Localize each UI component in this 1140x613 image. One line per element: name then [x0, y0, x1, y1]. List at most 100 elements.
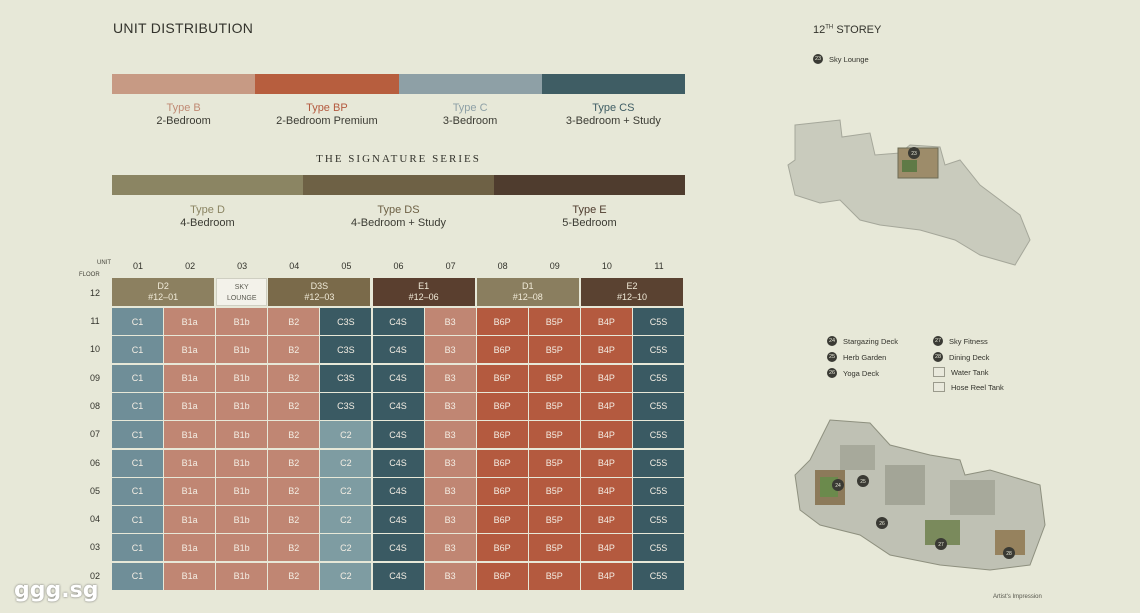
block-line2: #12–10: [616, 292, 647, 302]
column-header: 08: [497, 261, 508, 271]
unit-cell: B2: [268, 534, 320, 562]
unit-cell: B6P: [476, 534, 528, 562]
unit-cell: C4S: [372, 562, 424, 590]
unit-cell: B5P: [528, 308, 580, 335]
key-label: Stargazing Deck: [843, 336, 899, 346]
unit-cell: B5P: [528, 506, 580, 534]
unit-cell: C1: [112, 421, 163, 449]
svg-text:27: 27: [938, 542, 944, 548]
type-legend-2: Type D 4-Bedroom Type DS 4-Bedroom + Stu…: [112, 204, 685, 230]
box-swatch-icon: [933, 367, 945, 377]
unit-cell: C2: [320, 534, 372, 562]
unit-cell: B1a: [164, 449, 216, 477]
unit-cell: C1: [112, 506, 163, 534]
unit-cell: C1: [112, 364, 163, 392]
unit-cell: C2: [320, 449, 372, 477]
facility-key: 24 Stargazing Deck: [827, 336, 898, 346]
unit-cell: B2: [268, 506, 320, 534]
unit-cell: C2: [320, 421, 372, 449]
legend-box-key: Hose Reel Tank: [933, 382, 1004, 392]
unit-cell: B3: [424, 392, 476, 420]
unit-cell: B5P: [528, 364, 580, 392]
type-ds-swatch: [303, 175, 494, 195]
unit-cell: C1: [112, 534, 163, 562]
block-line2: LOUNGE: [226, 295, 257, 302]
unit-cell: C2: [320, 477, 372, 505]
marker-28-icon: [1003, 547, 1015, 559]
row-header: 07: [89, 429, 100, 440]
column-header: 05: [341, 261, 352, 271]
floor12-block: SKY LOUNGE: [216, 278, 268, 306]
key-label: Water Tank: [951, 367, 989, 377]
row-header: 08: [89, 400, 100, 411]
unit-axis-label: UNIT: [97, 260, 111, 266]
unit-cell: B3: [424, 308, 476, 335]
type-bp-swatch: [255, 74, 399, 94]
unit-cell: C1: [112, 308, 163, 335]
unit-cell: B6P: [476, 308, 528, 335]
unit-cell: C5S: [633, 534, 684, 562]
block-line2: #12–03: [304, 292, 335, 302]
unit-cell: B3: [424, 421, 476, 449]
facility-key: 27 Sky Fitness: [933, 336, 988, 346]
marker-26-icon: [876, 517, 888, 529]
marker-27-icon: [935, 538, 947, 550]
block-line1: E2: [626, 281, 638, 291]
unit-cell: C2: [320, 562, 372, 590]
unit-cell: B5P: [528, 336, 580, 364]
unit-cell: B5P: [528, 562, 580, 590]
facility-key: 25 Herb Garden: [827, 352, 886, 362]
unit-cell: B1a: [164, 392, 216, 420]
storey-suffix: TH: [825, 24, 834, 31]
type-d-swatch: [112, 175, 303, 195]
unit-cell: B6P: [476, 477, 528, 505]
type-desc: 3-Bedroom: [442, 115, 498, 127]
unit-cell: C4S: [372, 421, 424, 449]
column-header: 04: [289, 261, 300, 271]
unit-cell: B5P: [528, 449, 580, 477]
unit-cell: B1a: [164, 562, 216, 590]
key-number-badge: 25: [827, 352, 837, 362]
unit-cell: B1b: [216, 449, 268, 477]
unit-cell: B3: [424, 506, 476, 534]
marker-23-icon: [908, 147, 920, 159]
key-number-badge: 26: [827, 368, 837, 378]
unit-cell: C5S: [633, 421, 684, 449]
floor12-block: E2 #12–10: [580, 278, 685, 306]
floor12-block: D3S #12–03: [268, 278, 372, 306]
type-desc: 3-Bedroom + Study: [565, 115, 661, 127]
unit-cell: B3: [424, 336, 476, 364]
unit-cell: B1b: [216, 308, 268, 335]
unit-cell: B2: [268, 421, 320, 449]
type-e-swatch: [494, 175, 685, 195]
svg-text:26: 26: [879, 521, 885, 527]
row-header: 03: [89, 542, 100, 553]
unit-cell: B4P: [580, 308, 632, 335]
unit-cell: B1b: [216, 534, 268, 562]
legend-type-ds: Type DS 4-Bedroom + Study: [303, 204, 494, 230]
svg-text:23: 23: [911, 151, 917, 157]
unit-cell: B1a: [164, 364, 216, 392]
unit-cell: B5P: [528, 477, 580, 505]
unit-cell: B1b: [216, 364, 268, 392]
unit-cell: C5S: [633, 392, 684, 420]
page-title: UNIT DISTRIBUTION: [113, 20, 254, 36]
unit-cell: B5P: [528, 421, 580, 449]
block-line1: E1: [418, 281, 430, 291]
unit-cell: C4S: [372, 364, 424, 392]
storey-word: STOREY: [836, 24, 882, 36]
key-number-badge: 27: [933, 336, 943, 346]
block-line1: D2: [157, 281, 169, 291]
unit-cell: B3: [424, 477, 476, 505]
marker-25-icon: [857, 475, 869, 487]
roof-plan-image: 24 25 26 27 28: [794, 419, 1046, 571]
key-sky-lounge: 23 Sky Lounge: [813, 54, 869, 64]
type-desc: 2-Bedroom Premium: [276, 115, 378, 127]
unit-cell: B2: [268, 364, 320, 392]
unit-cell: B3: [424, 449, 476, 477]
unit-cell: C1: [112, 392, 163, 420]
unit-cell: B6P: [476, 449, 528, 477]
block-line2: #12–06: [408, 292, 439, 302]
unit-cell: B3: [424, 562, 476, 590]
column-header: 07: [445, 261, 456, 271]
